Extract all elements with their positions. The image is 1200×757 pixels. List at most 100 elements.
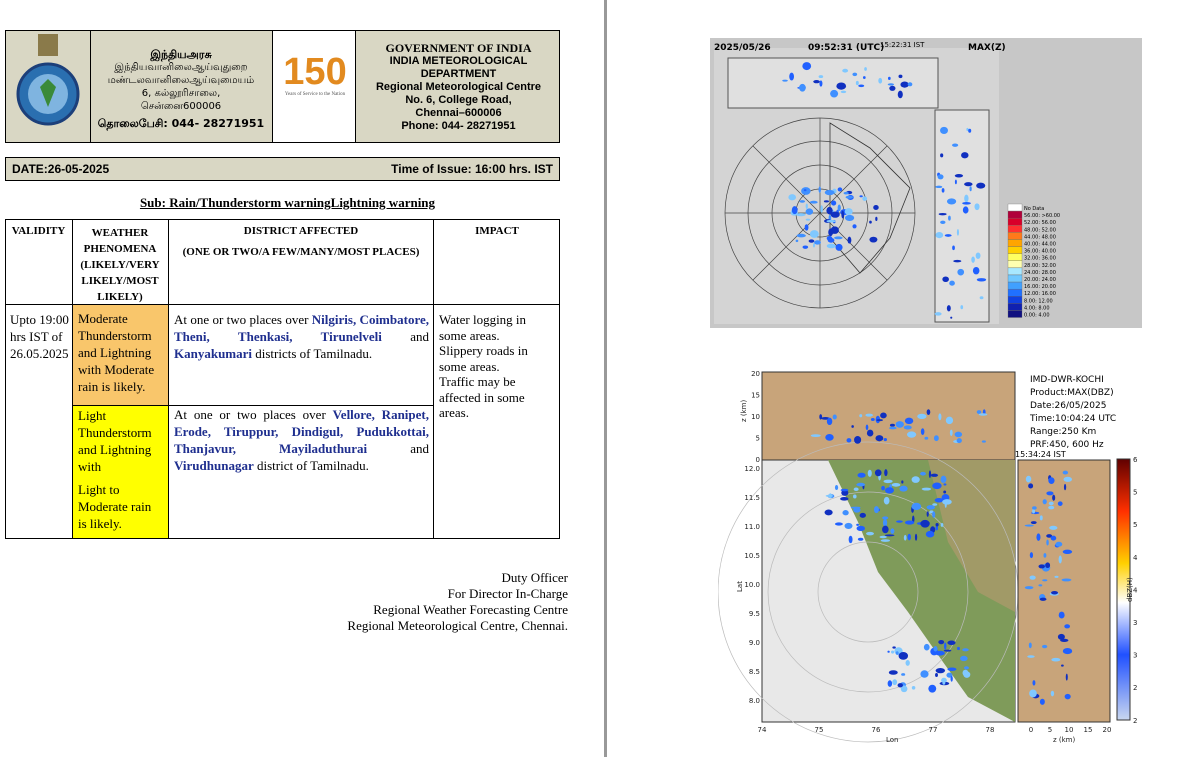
echo [818,75,824,79]
echo [943,649,952,652]
echo [864,67,867,71]
echo [966,127,969,132]
echo [852,224,857,229]
top-panel [761,371,1016,461]
legend-swatch [1007,281,1023,290]
legend-swatch [1007,210,1023,219]
english-address: GOVERNMENT OF INDIA INDIA METEOROLOGICAL … [357,42,560,133]
echo [788,194,797,201]
imd-logo [16,34,80,126]
lon-tick: 75 [815,726,824,734]
echo [911,685,916,690]
tamil-line: தொலைபேசி: 044- 28271951 [97,117,265,130]
echo [954,179,957,185]
echo [960,655,968,662]
district-name: Kanyakumari [174,346,253,361]
echo [976,278,987,282]
echo [884,487,894,494]
echo [850,506,861,509]
echo [837,187,843,192]
lat-tick: 9.5 [749,610,760,618]
echo [808,239,815,243]
echo [911,476,920,483]
z2-tick: 10 [1065,726,1074,734]
echo [882,516,889,520]
legend-swatch [1007,246,1023,254]
echo [888,670,898,675]
tamil-address: இந்தியஅரசு இந்தியவானிலைஆய்வுதுறை மண்டலவானி… [92,48,270,130]
echo [1042,499,1047,505]
logo-150: 150 Years of Service to the Nation [278,52,352,97]
echo [826,219,836,223]
legend-swatch [1007,274,1023,283]
echo [938,413,942,421]
echo [835,243,843,251]
echo [942,680,946,685]
echo [899,485,908,492]
echo [969,186,972,192]
echo [805,208,814,215]
lat-tick: 8.0 [749,697,760,705]
echo [963,671,971,678]
echo [1030,521,1037,524]
echo [866,429,874,437]
legend-swatch [1007,253,1023,261]
echo [887,650,890,653]
echo [956,438,962,444]
echo [950,316,953,319]
info-line: IMD-DWR-KOCHI [1030,375,1104,385]
colorbar [1116,458,1131,721]
district-text: districts of Tamilnadu. [252,346,373,361]
z2-tick: 15 [1084,726,1093,734]
echo [957,646,960,651]
echo [976,410,982,414]
legend-swatch [1007,260,1023,268]
echo [961,152,969,159]
range-rings [724,117,916,309]
echo [974,203,980,211]
echo [834,522,843,526]
echo [890,528,895,534]
echo [920,670,929,678]
echo [875,435,884,442]
signature-line: Regional Weather Forecasting Centre [373,602,568,617]
echo [1050,535,1057,541]
echo [932,511,936,518]
lon-tick: 78 [986,726,995,734]
echo [856,525,866,532]
echo [968,128,972,133]
echo [1049,525,1058,530]
echo [940,220,946,224]
echo [946,672,953,678]
lon-label: Lon [886,736,899,744]
info-line: PRF:450, 600 Hz [1030,440,1104,450]
echo [1063,476,1073,482]
legend-label: 16.00: 20.00 [1024,284,1056,290]
echo [883,479,893,484]
echo [935,185,943,189]
date-box: DATE:26-05-2025 Time of Issue: 16:00 hrs… [5,157,560,181]
info-line: Time:10:04:24 UTC [1029,414,1116,424]
radar-time: 09:52:31 (UTC) [808,43,884,53]
echo [903,425,912,430]
echo [928,684,937,693]
echo [830,211,840,218]
colorbar-tick: 45 [1133,554,1138,562]
echo [804,224,809,231]
echo [805,203,808,210]
echo [972,266,980,275]
radar-ist: 15:34:24 IST [1015,450,1066,459]
echo [812,243,816,248]
echo [898,74,903,79]
english-line: No. 6, College Road, [405,94,512,106]
echo [875,216,878,222]
col-line [168,219,169,539]
echo [976,182,986,189]
echo [937,174,944,180]
echo [935,522,939,527]
signature-line: Duty Officer [501,570,568,585]
echo [952,143,959,147]
echo [944,234,952,237]
echo [1039,698,1045,705]
